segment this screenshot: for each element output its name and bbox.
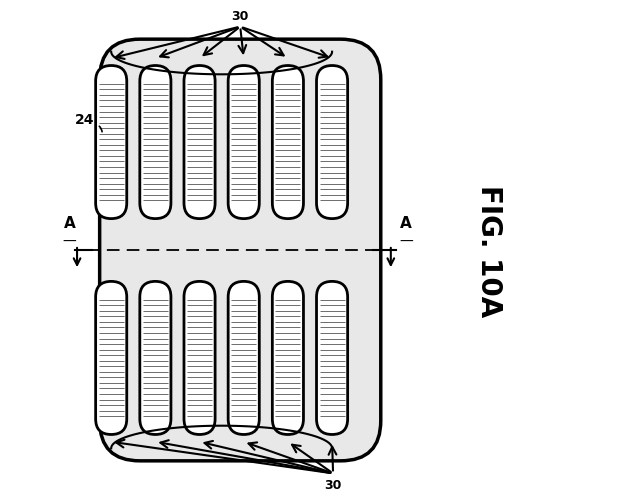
Text: FIG. 10A: FIG. 10A <box>475 184 503 317</box>
FancyBboxPatch shape <box>140 282 171 434</box>
Text: —: — <box>399 234 413 248</box>
FancyBboxPatch shape <box>317 282 347 434</box>
FancyBboxPatch shape <box>228 282 259 434</box>
Text: 30: 30 <box>324 478 342 491</box>
FancyBboxPatch shape <box>96 282 126 434</box>
FancyBboxPatch shape <box>100 40 381 461</box>
FancyBboxPatch shape <box>184 67 215 219</box>
FancyBboxPatch shape <box>140 67 171 219</box>
FancyBboxPatch shape <box>317 67 347 219</box>
Text: 24: 24 <box>75 113 95 127</box>
FancyBboxPatch shape <box>272 67 304 219</box>
FancyBboxPatch shape <box>272 282 304 434</box>
FancyBboxPatch shape <box>228 67 259 219</box>
FancyBboxPatch shape <box>184 282 215 434</box>
Text: —: — <box>63 234 76 248</box>
Text: A: A <box>64 215 75 230</box>
FancyBboxPatch shape <box>96 67 126 219</box>
Text: A: A <box>400 215 412 230</box>
Text: 30: 30 <box>232 10 249 23</box>
